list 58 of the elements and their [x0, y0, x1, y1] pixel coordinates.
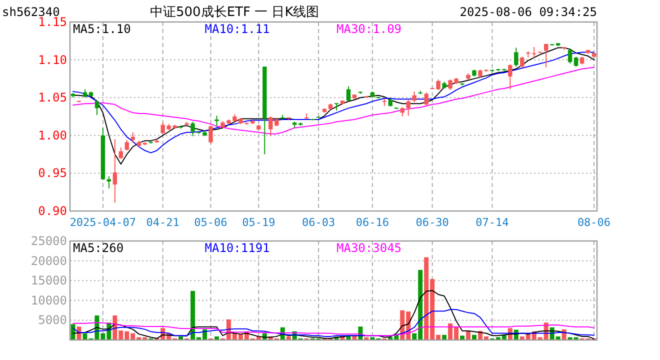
chart-title: 中证500成长ETF 一 日K线图 — [150, 5, 320, 20]
text: MA5:260 — [73, 241, 124, 255]
candlestick — [406, 99, 410, 116]
y-tick-label: 1.15 — [38, 15, 67, 29]
candlestick — [424, 92, 428, 106]
candlestick — [334, 103, 339, 111]
text: MA30:1.09 — [336, 22, 402, 36]
candlestick — [94, 99, 100, 116]
line-series — [72, 290, 595, 340]
x-tick-label: 04-21 — [146, 216, 180, 229]
candlestick — [106, 176, 112, 189]
candlestick — [214, 115, 219, 127]
bar — [364, 337, 369, 340]
candlestick — [412, 91, 416, 103]
y-tick-label: 5000 — [38, 313, 67, 328]
text: 2025-08-06 09:34:25 — [460, 5, 597, 19]
candlestick — [208, 125, 213, 144]
line-series — [72, 66, 595, 134]
candlestick — [112, 138, 118, 204]
x-tick-label: 06-16 — [356, 216, 389, 229]
candlestick — [532, 46, 536, 58]
candlestick — [400, 106, 404, 117]
y-tick-label: 10000 — [30, 293, 67, 308]
candlestick — [574, 56, 578, 68]
candlestick — [520, 56, 524, 68]
candlestick — [130, 132, 135, 144]
y-tick-label: 15000 — [30, 274, 67, 288]
candlestick — [508, 64, 512, 90]
y-tick-label: 20000 — [30, 254, 67, 268]
candlestick — [190, 121, 195, 137]
x-tick-label: 08-06 — [577, 216, 611, 229]
candlestick — [118, 146, 123, 160]
x-tick-label: 05-19 — [242, 216, 276, 229]
candlestick — [514, 47, 518, 68]
x-tick-label: 06-03 — [302, 216, 336, 229]
y-tick-label: 0.90 — [38, 204, 67, 218]
bar — [70, 324, 76, 340]
y-tick-label: 1.05 — [38, 90, 67, 105]
candlestick — [544, 43, 548, 68]
candlestick — [346, 86, 351, 102]
text: MA10:1.11 — [204, 22, 270, 36]
text: MA5:1.10 — [73, 22, 131, 36]
x-tick-label: 2025-04-07 — [70, 216, 136, 229]
y-tick-label: 0.95 — [38, 166, 67, 180]
y-tick-label: 1.10 — [38, 52, 67, 67]
x-tick-label: 07-14 — [476, 216, 510, 229]
line-series — [72, 309, 595, 337]
x-tick-label: 05-06 — [194, 216, 228, 229]
bar — [460, 336, 464, 340]
y-tick-label: 25000 — [30, 234, 67, 248]
x-tick-label: 06-30 — [416, 216, 449, 229]
text: MA10:1191 — [204, 241, 270, 255]
text: MA30:3045 — [336, 241, 402, 255]
candlestick — [568, 48, 572, 64]
y-tick-label: 1.00 — [38, 128, 67, 142]
candlestick — [268, 116, 273, 137]
line-series — [72, 322, 595, 336]
candlestick — [124, 139, 129, 152]
